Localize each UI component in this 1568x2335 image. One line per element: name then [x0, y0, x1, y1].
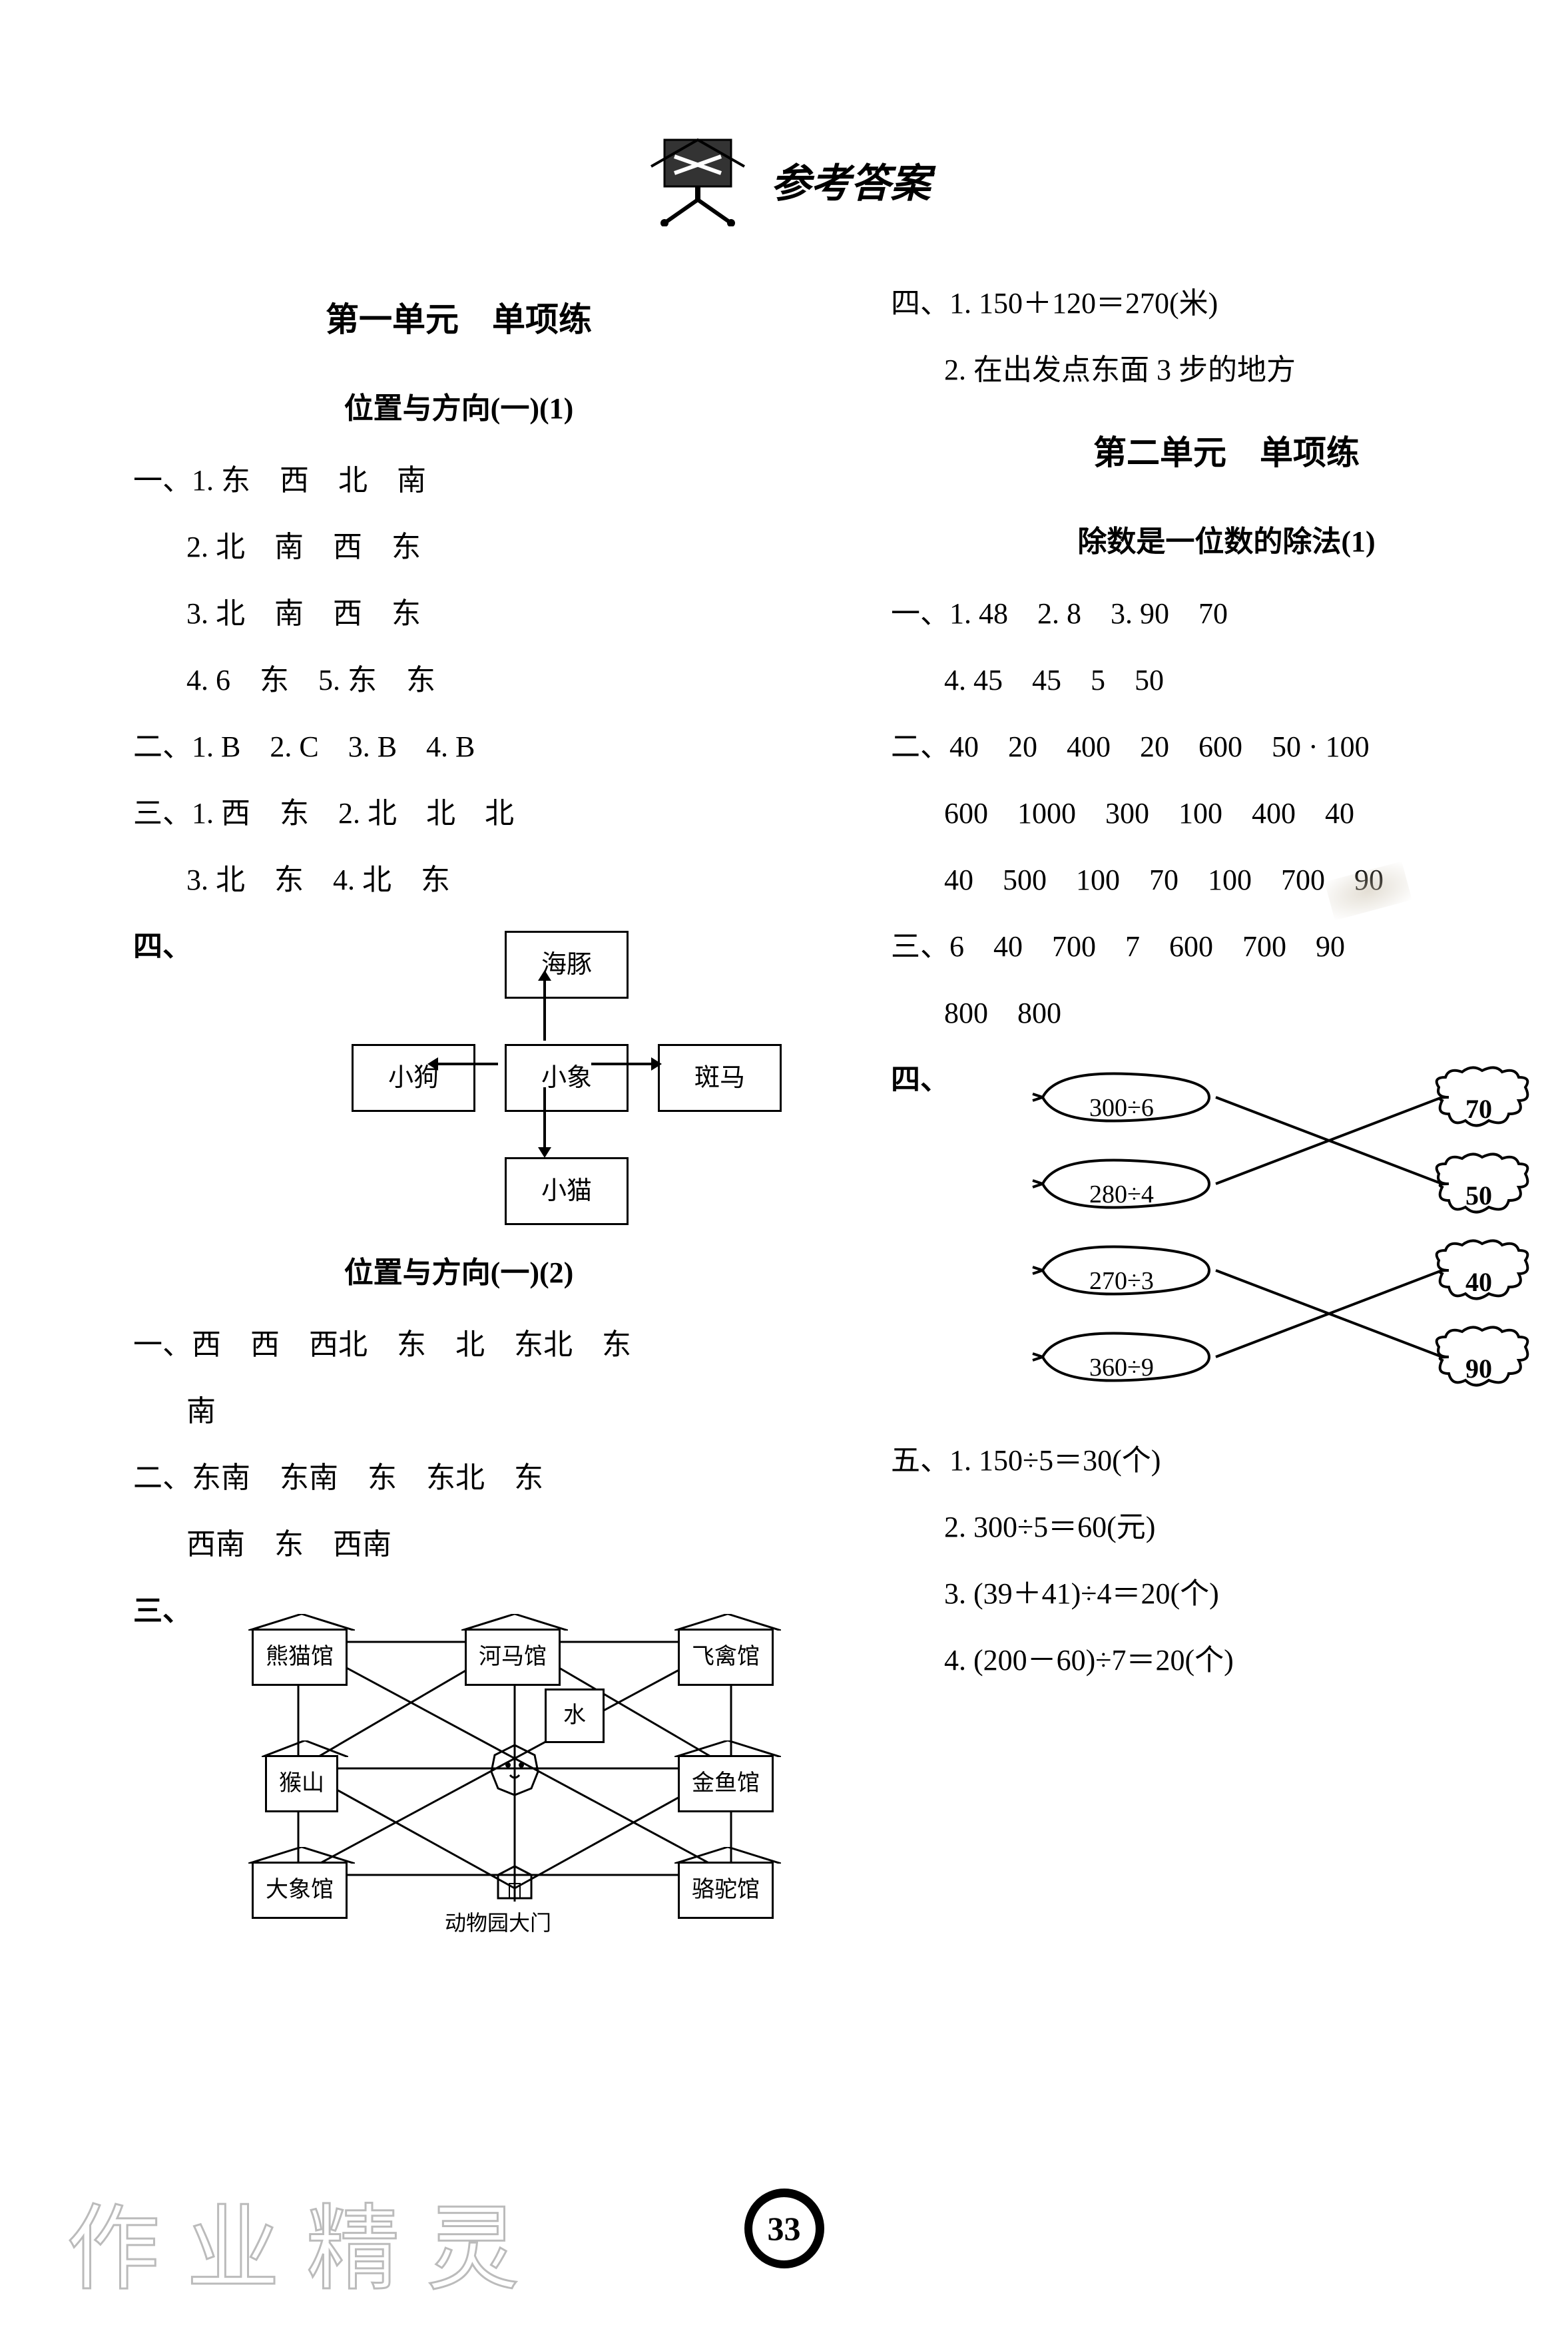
arrow-up: [543, 981, 546, 1041]
cloud-text: 70: [1465, 1083, 1492, 1136]
answer-line: 3. (39＋41)÷4＝20(个): [878, 1565, 1568, 1623]
cross-center: 小象: [505, 1044, 629, 1112]
cloud-item: 50: [1429, 1151, 1535, 1237]
roof-icon: [248, 1847, 355, 1864]
cloud-item: 70: [1429, 1064, 1535, 1151]
watermark: 作业精灵: [67, 2174, 546, 2308]
left-column: 第一单元 单项练 位置与方向(一)(1) 一、1. 东 西 北 南 2. 北 南…: [120, 266, 798, 2162]
cross-diagram: 海豚 小狗 小象 斑马 小猫: [312, 931, 778, 1210]
arrow-left: [438, 1063, 498, 1065]
zoo-gate: 动物园大门: [445, 1902, 551, 1944]
gate-icon: [495, 1865, 535, 1902]
cloud-item: 40: [1429, 1237, 1535, 1324]
zoo-diagram: 熊猫馆 河马馆 飞禽馆 水 猴山 金鱼馆 大象馆 骆驼馆 动物园大门: [232, 1595, 798, 1928]
lion-icon: [478, 1735, 551, 1802]
q4-match-row: 四、 300÷6 280÷4: [878, 1051, 1568, 1424]
answer-line: 一、西 西 西北 东 北 东北 东: [120, 1316, 798, 1374]
cross-right: 斑马: [658, 1044, 782, 1112]
right-column: 四、1. 150＋120＝270(米) 2. 在出发点东面 3 步的地方 第二单…: [878, 266, 1568, 2162]
section2-title: 位置与方向(一)(2): [120, 1244, 798, 1302]
cloud-text: 50: [1465, 1169, 1492, 1222]
zoo-panda: 熊猫馆: [252, 1629, 348, 1686]
answer-line: 五、1. 150÷5＝30(个): [878, 1431, 1568, 1490]
answer-line: 四、1. 150＋120＝270(米): [878, 274, 1568, 333]
zoo-goldfish: 金鱼馆: [678, 1755, 774, 1812]
leaf-text: 270÷3: [1089, 1256, 1154, 1306]
roof-icon: [674, 1614, 781, 1631]
answer-line: 4. 6 东 5. 东 东: [120, 651, 798, 710]
page-container: 参考答案 第一单元 单项练 位置与方向(一)(1) 一、1. 东 西 北 南 2…: [0, 0, 1568, 2335]
zoo-camel: 骆驼馆: [678, 1862, 774, 1919]
q3-zoo-row: 三、: [120, 1582, 798, 1942]
answer-line: 600 1000 300 100 400 40: [878, 784, 1568, 843]
answer-line: 西南 东 西南: [120, 1515, 798, 1574]
answer-line: 一、1. 48 2. 8 3. 90 70: [878, 585, 1568, 643]
leaf-text: 280÷4: [1089, 1169, 1154, 1220]
cloud-text: 40: [1465, 1256, 1492, 1309]
leaf-item: 360÷9: [1029, 1324, 1216, 1410]
page-number-badge: 33: [744, 2189, 824, 2268]
zoo-water: 水: [545, 1688, 605, 1743]
answer-line: 4. (200－60)÷7＝20(个): [878, 1631, 1568, 1690]
page-header: 参考答案: [120, 133, 1448, 226]
roof-icon: [461, 1614, 568, 1631]
easel-icon: [638, 133, 758, 226]
answer-line: 2. 300÷5＝60(元): [878, 1498, 1568, 1557]
answer-line: 4. 45 45 5 50: [878, 651, 1568, 710]
u2-q4-label: 四、: [878, 1051, 949, 1109]
answer-line: 3. 北 南 西 东: [120, 585, 798, 643]
cross-left: 小狗: [352, 1044, 475, 1112]
unit2-title: 第二单元 单项练: [878, 419, 1568, 486]
leaf-item: 300÷6: [1029, 1064, 1216, 1151]
q4-label: 四、: [120, 917, 192, 976]
answer-line: 2. 北 南 西 东: [120, 518, 798, 577]
answer-line: 二、40 20 400 20 600 50 · 100: [878, 718, 1568, 776]
content-columns: 第一单元 单项练 位置与方向(一)(1) 一、1. 东 西 北 南 2. 北 南…: [120, 266, 1448, 2162]
section1-title: 位置与方向(一)(1): [120, 380, 798, 438]
roof-icon: [674, 1847, 781, 1864]
matching-diagram: 300÷6 280÷4 270÷3 360÷9: [1029, 1064, 1568, 1410]
answer-line: 南: [120, 1382, 798, 1441]
zoo-monkey: 猴山: [265, 1755, 338, 1812]
answer-line: 800 800: [878, 984, 1568, 1043]
cross-bottom: 小猫: [505, 1157, 629, 1225]
leaf-text: 360÷9: [1089, 1342, 1154, 1393]
zoo-bird: 飞禽馆: [678, 1629, 774, 1686]
main-title: 参考答案: [771, 151, 931, 209]
cloud-text: 90: [1465, 1342, 1492, 1396]
answer-line: 3. 北 东 4. 北 东: [120, 851, 798, 909]
cross-top: 海豚: [505, 931, 629, 999]
zoo-elephant: 大象馆: [252, 1862, 348, 1919]
leaf-text: 300÷6: [1089, 1083, 1154, 1133]
answer-line: 2. 在出发点东面 3 步的地方: [878, 341, 1568, 399]
roof-icon: [262, 1740, 348, 1757]
unit1-title: 第一单元 单项练: [120, 286, 798, 353]
answer-line: 二、东南 东南 东 东北 东: [120, 1449, 798, 1507]
u2-section-title: 除数是一位数的除法(1): [878, 513, 1568, 571]
cloud-item: 90: [1429, 1324, 1535, 1410]
leaf-item: 270÷3: [1029, 1237, 1216, 1324]
arrow-down: [543, 1087, 546, 1147]
answer-line: 三、6 40 700 7 600 700 90: [878, 917, 1568, 976]
q3-label: 三、: [120, 1582, 192, 1641]
page-number: 33: [752, 2197, 816, 2260]
answer-line: 二、1. B 2. C 3. B 4. B: [120, 718, 798, 776]
answer-line: 一、1. 东 西 北 南: [120, 451, 798, 510]
zoo-hippo: 河马馆: [465, 1629, 561, 1686]
answer-line: 40 500 100 70 100 700 90: [878, 851, 1568, 909]
q4-row: 四、 海豚 小狗 小象 斑马 小猫: [120, 917, 798, 1224]
roof-icon: [674, 1740, 781, 1757]
roof-icon: [248, 1614, 355, 1631]
leaf-item: 280÷4: [1029, 1151, 1216, 1237]
arrow-right: [591, 1063, 651, 1065]
answer-line: 三、1. 西 东 2. 北 北 北: [120, 784, 798, 843]
